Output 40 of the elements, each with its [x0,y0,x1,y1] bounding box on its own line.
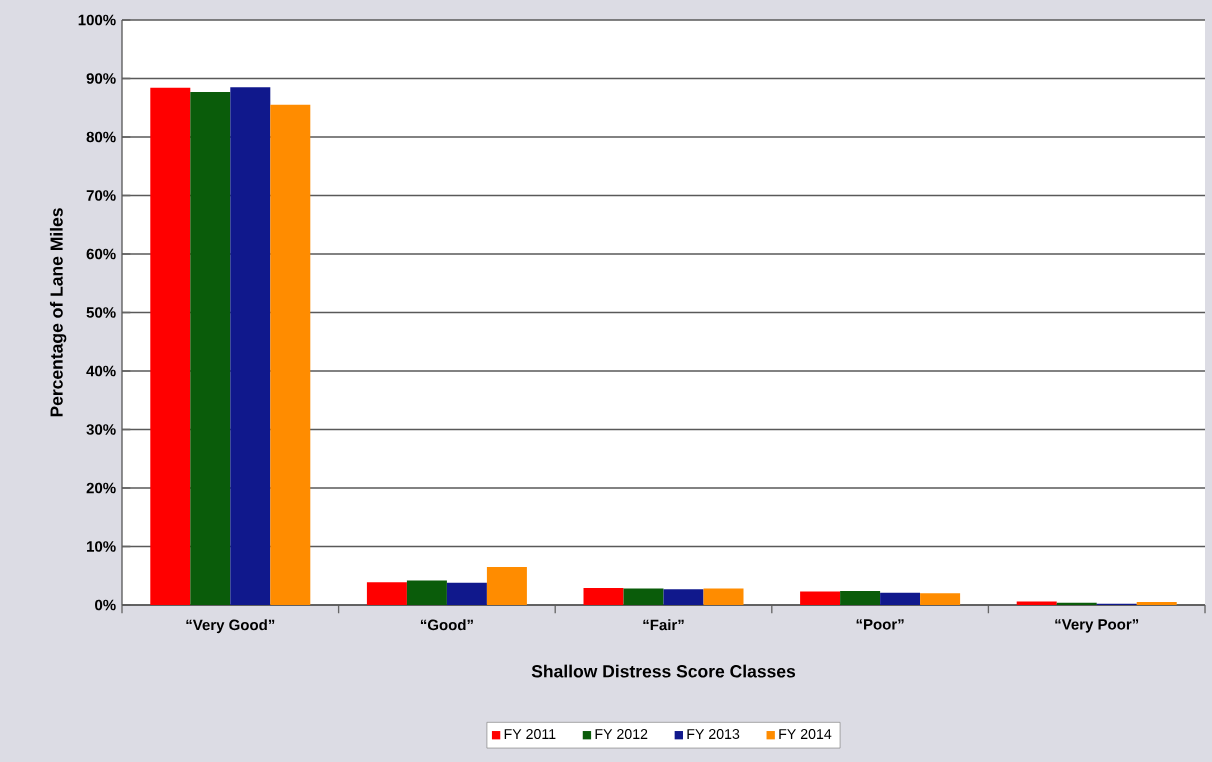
x-tick-label: “Fair” [643,619,684,631]
x-tick-label: “Poor” [856,619,904,630]
y-tick-label: 20% [86,482,116,494]
bar [270,104,311,605]
bar [1136,602,1177,605]
bar [663,589,704,605]
bar [800,591,841,605]
y-tick-label: 30% [86,424,116,435]
legend-label: FY 2012 [595,729,648,740]
bar [406,580,447,605]
bar [920,593,961,605]
bar [840,590,881,605]
y-tick-label: 0% [95,599,116,611]
y-tick-label: 70% [86,190,116,201]
y-tick-label: 80% [86,131,116,143]
bar [486,566,527,605]
bar [583,588,624,605]
bar [1016,601,1057,605]
y-tick-label: 100% [78,14,116,26]
y-axis-title: Percentage of Lane Miles [49,208,67,417]
bar [230,87,271,605]
y-tick-label: 40% [86,365,116,377]
bar [703,588,744,605]
x-tick-label: “Very Poor” [1055,619,1139,633]
bar [446,582,487,605]
y-tick-label: 10% [87,541,116,552]
legend-label: FY 2013 [687,729,740,740]
legend-label: FY 2014 [779,729,832,740]
bar [623,588,664,605]
x-tick-label: “Very Good” [186,619,275,634]
y-tick-label: 50% [86,307,116,318]
bar [150,87,191,605]
bar [190,91,231,605]
y-tick-label: 90% [86,73,116,84]
legend-label: FY 2011 [504,729,556,740]
bar [880,592,921,605]
y-tick-label: 60% [86,248,116,260]
x-axis-title: Shallow Distress Score Classes [531,664,796,678]
x-tick-label: “Good” [420,619,473,631]
bar [366,582,407,605]
